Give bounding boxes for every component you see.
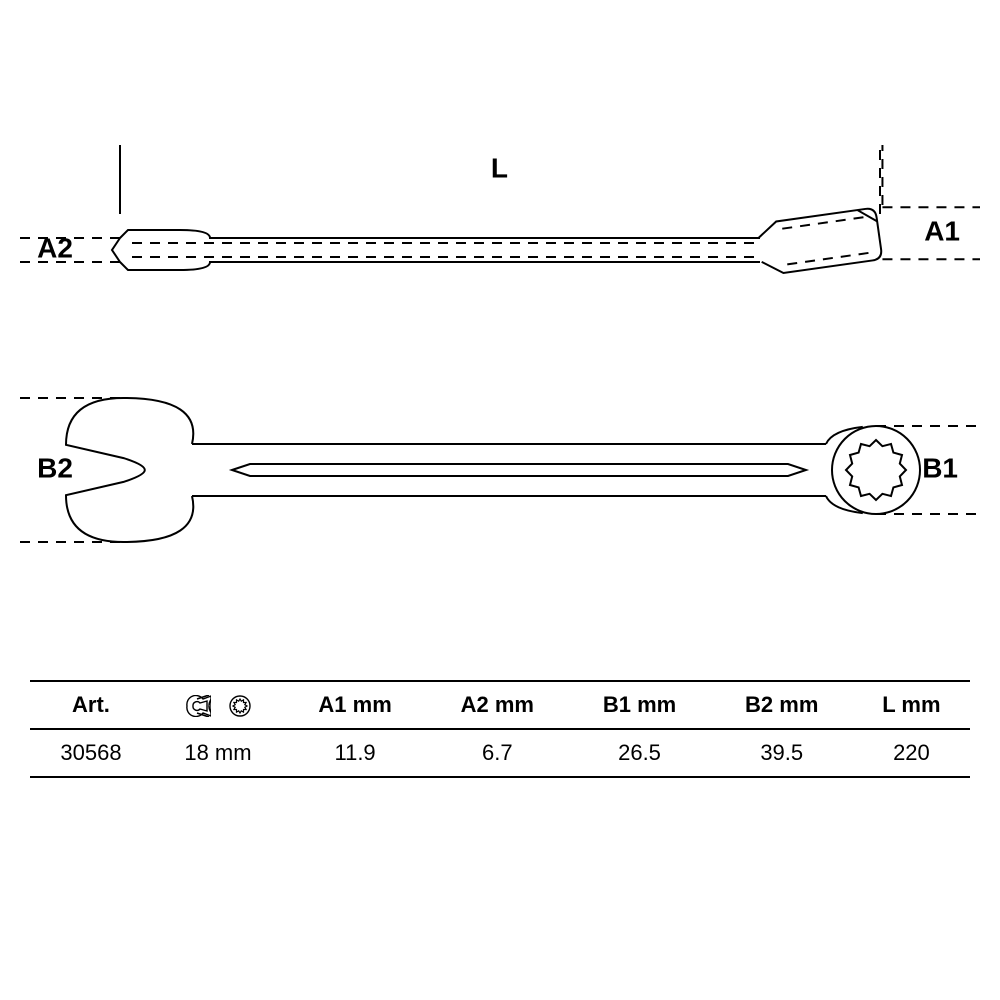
table-row: 30568 18 mm 11.9 6.7 26.5 39.5 220 [30,729,970,777]
spec-table: Art. A1 mm A2 mm B1 mm B2 mm L mm [30,680,970,778]
col-b1: B1 mm [568,681,710,729]
col-b2: B2 mm [711,681,853,729]
box-end-icon [229,695,251,717]
page: L A2 A1 B2 B1 Art. A1 mm A2 mm B1 mm B2 [0,0,1000,1000]
cell-b2: 39.5 [711,729,853,777]
svg-text:B2: B2 [37,452,73,483]
col-a1: A1 mm [284,681,426,729]
open-end-icon [185,695,211,717]
cell-a1: 11.9 [284,729,426,777]
technical-drawing: L A2 A1 B2 B1 [0,0,1000,660]
cell-l: 220 [853,729,970,777]
cell-art: 30568 [30,729,152,777]
svg-text:L: L [491,152,508,183]
table-header-row: Art. A1 mm A2 mm B1 mm B2 mm L mm [30,681,970,729]
col-l: L mm [853,681,970,729]
cell-b1: 26.5 [568,729,710,777]
cell-a2: 6.7 [426,729,568,777]
col-size [152,681,284,729]
cell-size: 18 mm [152,729,284,777]
svg-text:B1: B1 [922,452,958,483]
col-a2: A2 mm [426,681,568,729]
col-art: Art. [30,681,152,729]
svg-text:A1: A1 [924,216,960,247]
svg-text:A2: A2 [37,232,73,263]
